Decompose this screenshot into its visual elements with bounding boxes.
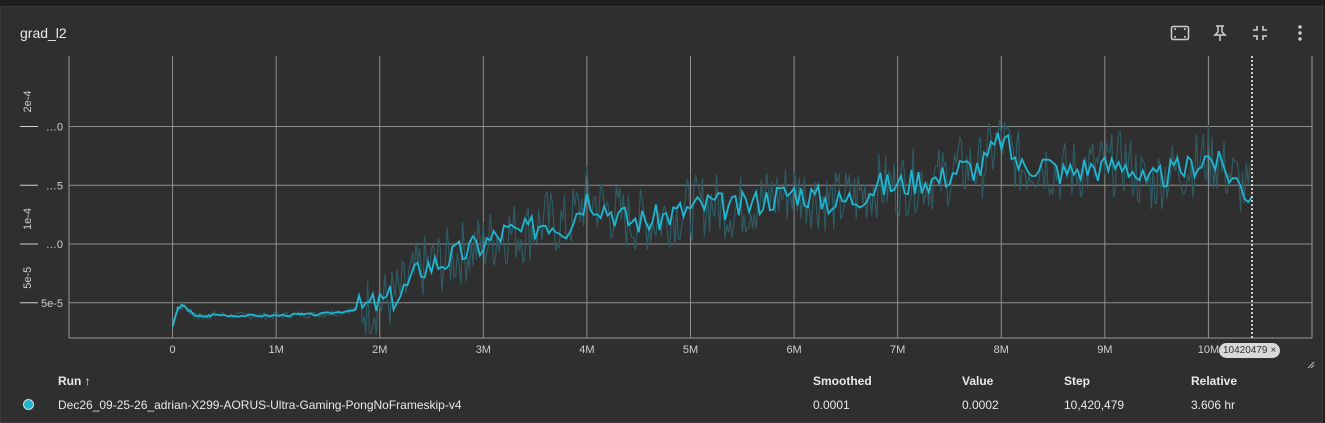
x-tick-label: 8M xyxy=(994,344,1009,356)
smoothed-value: 0.0001 xyxy=(813,398,850,412)
more-options-button[interactable] xyxy=(1284,19,1316,47)
x-tick-label: 7M xyxy=(890,344,905,356)
x-tick-label: 2M xyxy=(372,344,387,356)
header-relative: Relative xyxy=(1191,374,1238,388)
collapse-button[interactable] xyxy=(1244,19,1276,47)
fit-domain-button[interactable] xyxy=(1164,19,1196,47)
x-tick-label: 4M xyxy=(579,344,594,356)
y-axis-rotated-label: 5e-5 xyxy=(22,267,34,289)
line-chart[interactable]: 0 1M 2M 3M 4M 5M 6M 7M 8M 9M 10M 5e-5 5e-5 …0 1e-4 …5 …0… xyxy=(0,0,1325,370)
header-run[interactable]: Run ↑ xyxy=(58,374,91,388)
run-color-swatch[interactable] xyxy=(23,399,34,410)
card-toolbar xyxy=(1164,19,1316,47)
raw-value: 0.0002 xyxy=(962,398,999,412)
step-value: 10,420,479 xyxy=(1064,398,1125,412)
fit-domain-icon xyxy=(1170,25,1190,41)
y-axis-rotated-label: 2e-4 xyxy=(22,90,34,112)
run-table-header: Run ↑ Smoothed Value Step Relative xyxy=(0,374,1323,390)
y-tick-label: …5 xyxy=(46,180,63,192)
x-tick-label: 1M xyxy=(269,344,284,356)
y-axis-rotated-label: 1e-4 xyxy=(22,208,34,230)
collapse-icon xyxy=(1253,26,1267,40)
chart-title: grad_l2 xyxy=(20,25,67,41)
scalar-card: grad_l2 xyxy=(0,6,1323,423)
x-tick-label: 6M xyxy=(786,344,801,356)
x-tick-label: 0 xyxy=(170,344,176,356)
x-tick-label: 5M xyxy=(683,344,698,356)
x-tick-label: 9M xyxy=(1097,344,1112,356)
header-value: Value xyxy=(962,374,994,388)
table-row: Dec26_09-25-26_adrian-X299-AORUS-Ultra-G… xyxy=(0,398,1323,414)
pin-icon xyxy=(1213,25,1227,41)
x-tick-label: 3M xyxy=(476,344,491,356)
run-name: Dec26_09-25-26_adrian-X299-AORUS-Ultra-G… xyxy=(58,398,462,412)
header-step: Step xyxy=(1064,374,1091,388)
close-icon[interactable]: × xyxy=(1270,345,1277,356)
pin-button[interactable] xyxy=(1204,19,1236,47)
x-tick-label: 10M xyxy=(1198,344,1219,356)
step-marker-label: 10420479 xyxy=(1223,345,1268,356)
y-tick-label: 5e-5 xyxy=(41,298,63,310)
header-smoothed: Smoothed xyxy=(813,374,872,388)
y-tick-label: …0 xyxy=(46,122,63,134)
smoothed-series-line xyxy=(171,132,1253,327)
resize-handle-icon[interactable] xyxy=(1307,361,1315,369)
step-marker-chip[interactable]: 10420479 × xyxy=(1219,343,1281,358)
y-tick-label: …0 xyxy=(46,239,63,251)
relative-time: 3.606 hr xyxy=(1191,398,1236,412)
more-vert-icon xyxy=(1298,25,1302,41)
